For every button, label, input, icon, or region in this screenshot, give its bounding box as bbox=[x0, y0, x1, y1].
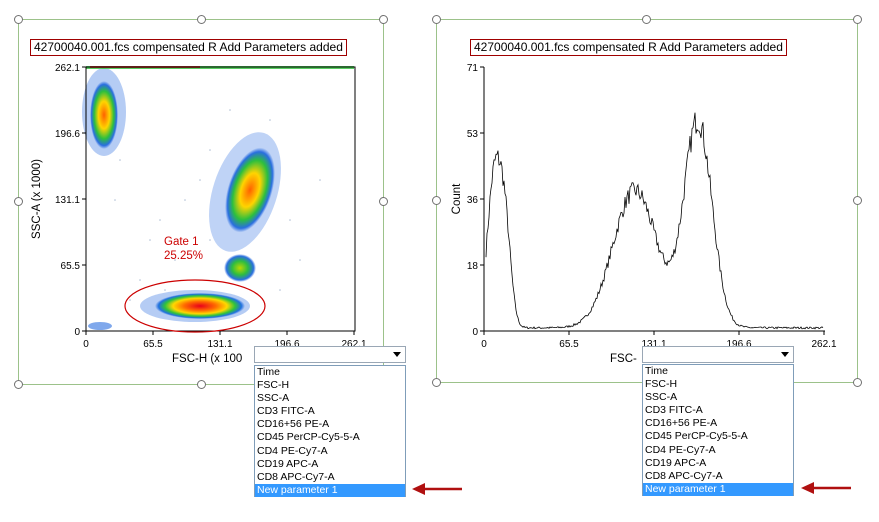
x-parameter-options-list[interactable]: Time FSC-H SSC-A CD3 FITC-A CD16+56 PE-A… bbox=[254, 365, 406, 497]
x-tick-label: 0 bbox=[83, 339, 89, 350]
x-axis-label[interactable]: FSC- bbox=[610, 353, 637, 365]
y-tick-label: 0 bbox=[472, 327, 478, 338]
y-tick-label: 196.6 bbox=[55, 129, 80, 140]
dot-plot-svg: 262.1 196.6 131.1 65.5 0 0 65.5 131.1 19… bbox=[31, 63, 367, 365]
dropdown-option[interactable]: SSC-A bbox=[257, 392, 290, 405]
resize-handle[interactable] bbox=[379, 197, 388, 206]
resize-handle[interactable] bbox=[432, 15, 441, 24]
dropdown-option[interactable]: CD8 APC-Cy7-A bbox=[645, 469, 723, 482]
resize-handle[interactable] bbox=[14, 380, 23, 389]
y-axis-label[interactable]: SSC-A (x 1000) bbox=[31, 159, 43, 239]
y-tick-label: 65.5 bbox=[61, 261, 81, 272]
resize-handle[interactable] bbox=[853, 15, 862, 24]
dot-plot-title[interactable]: 42700040.001.fcs compensated R Add Param… bbox=[30, 39, 347, 56]
resize-handle[interactable] bbox=[197, 380, 206, 389]
dropdown-option[interactable]: CD8 APC-Cy7-A bbox=[257, 470, 335, 483]
resize-handle[interactable] bbox=[432, 196, 441, 205]
x-tick-label: 131.1 bbox=[641, 339, 666, 350]
x-parameter-dropdown[interactable] bbox=[642, 346, 794, 363]
x-tick-label: 0 bbox=[481, 339, 487, 350]
gate-label-percent: 25.25% bbox=[164, 250, 203, 262]
dropdown-option[interactable]: CD45 PerCP-Cy5-5-A bbox=[257, 431, 360, 444]
y-tick-label: 262.1 bbox=[55, 63, 80, 74]
y-tick-label: 53 bbox=[467, 129, 479, 140]
resize-handle[interactable] bbox=[14, 15, 23, 24]
x-tick-label: 196.6 bbox=[726, 339, 751, 350]
resize-handle[interactable] bbox=[853, 196, 862, 205]
histogram-svg: 71 53 36 18 0 0 65.5 131.1 196.6 262.1 C… bbox=[451, 63, 837, 365]
histogram-title[interactable]: 42700040.001.fcs compensated R Add Param… bbox=[470, 39, 787, 56]
dropdown-option[interactable]: Time bbox=[645, 365, 668, 377]
dropdown-option[interactable]: CD45 PerCP-Cy5-5-A bbox=[645, 430, 748, 443]
y-tick-label: 71 bbox=[467, 63, 479, 74]
x-parameter-options-list[interactable]: Time FSC-H SSC-A CD3 FITC-A CD16+56 PE-A… bbox=[642, 364, 794, 496]
dropdown-option[interactable]: CD16+56 PE-A bbox=[257, 418, 330, 431]
x-axis-label[interactable]: FSC-H (x 100 bbox=[172, 353, 242, 365]
dropdown-option[interactable]: FSC-H bbox=[257, 379, 290, 392]
dropdown-option-highlighted[interactable]: New parameter 1 bbox=[643, 482, 793, 496]
chevron-down-icon[interactable] bbox=[781, 352, 789, 357]
y-tick-label: 131.1 bbox=[55, 195, 80, 206]
x-tick-label: 196.6 bbox=[274, 339, 299, 350]
resize-handle[interactable] bbox=[853, 378, 862, 387]
scatter-density bbox=[82, 66, 354, 330]
resize-handle[interactable] bbox=[642, 15, 651, 24]
resize-handle[interactable] bbox=[14, 197, 23, 206]
x-tick-label: 262.1 bbox=[341, 339, 366, 350]
x-tick-label: 65.5 bbox=[143, 339, 163, 350]
dropdown-option[interactable]: SSC-A bbox=[645, 391, 678, 404]
dropdown-option[interactable]: FSC-H bbox=[645, 378, 678, 391]
y-axis-label[interactable]: Count bbox=[451, 183, 463, 214]
x-tick-label: 262.1 bbox=[811, 339, 836, 350]
y-tick-label: 36 bbox=[467, 195, 479, 206]
dropdown-option[interactable]: CD4 PE-Cy7-A bbox=[257, 444, 328, 457]
resize-handle[interactable] bbox=[379, 15, 388, 24]
x-tick-label: 65.5 bbox=[559, 339, 579, 350]
dropdown-option[interactable]: CD3 FITC-A bbox=[645, 404, 703, 417]
y-tick-label: 18 bbox=[467, 261, 479, 272]
resize-handle[interactable] bbox=[197, 15, 206, 24]
dropdown-option[interactable]: CD3 FITC-A bbox=[257, 405, 315, 418]
dropdown-option[interactable]: CD19 APC-A bbox=[645, 456, 707, 469]
dropdown-option-highlighted[interactable]: New parameter 1 bbox=[255, 483, 405, 497]
x-parameter-dropdown[interactable] bbox=[254, 346, 406, 363]
scatter-sparse-dots bbox=[114, 109, 321, 301]
y-tick-label: 0 bbox=[74, 327, 80, 338]
resize-handle[interactable] bbox=[432, 378, 441, 387]
x-tick-label: 131.1 bbox=[207, 339, 232, 350]
dropdown-option[interactable]: Time bbox=[257, 366, 280, 378]
arrow-left-icon bbox=[412, 483, 462, 495]
dropdown-option[interactable]: CD19 APC-A bbox=[257, 457, 319, 470]
gate-ellipse[interactable] bbox=[124, 279, 266, 333]
dropdown-option[interactable]: CD16+56 PE-A bbox=[645, 417, 718, 430]
gate-label-name: Gate 1 bbox=[164, 236, 199, 248]
chevron-down-icon[interactable] bbox=[393, 352, 401, 357]
dropdown-option[interactable]: CD4 PE-Cy7-A bbox=[645, 443, 716, 456]
arrow-left-icon bbox=[801, 482, 851, 494]
histogram-trace bbox=[485, 112, 824, 330]
